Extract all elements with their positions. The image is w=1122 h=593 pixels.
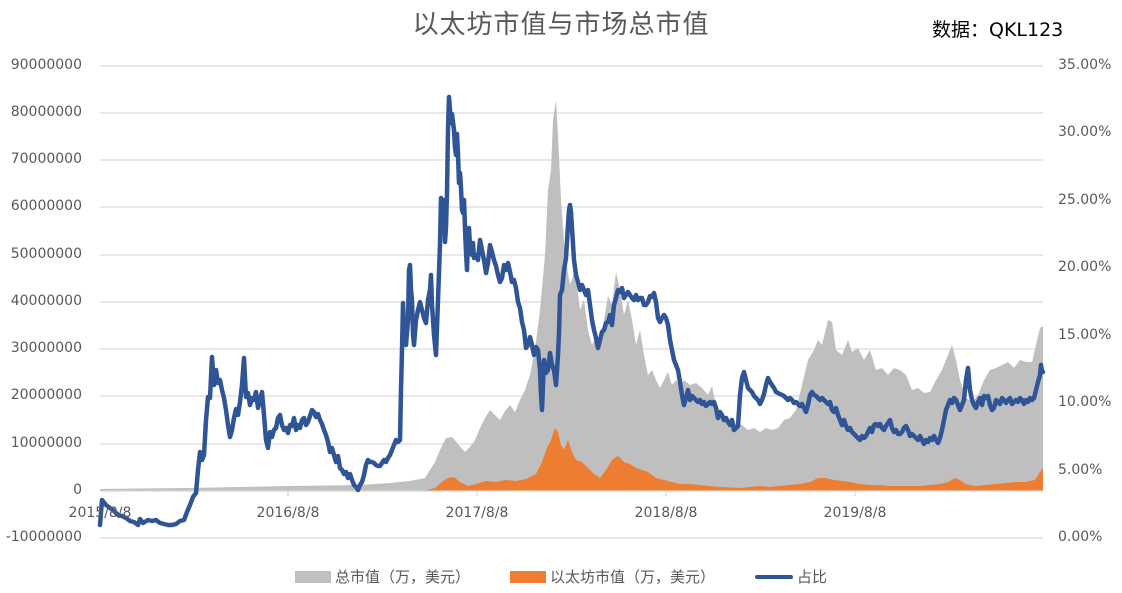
orange-swatch-icon	[509, 570, 546, 583]
left-axis-tick: 10000000	[10, 435, 82, 451]
x-axis-tick: 2016/8/8	[256, 505, 320, 521]
right-axis-tick: 15.00%	[1058, 327, 1112, 343]
x-axis-tick: 2017/8/8	[445, 505, 509, 521]
left-axis-tick: 80000000	[10, 104, 82, 120]
legend-label: 以太坊市值（万，美元）	[549, 568, 715, 586]
gray-swatch-icon	[294, 570, 331, 583]
legend-label: 占比	[797, 568, 828, 586]
total-market-cap-area	[100, 100, 1043, 491]
x-axis-tick: 2018/8/8	[634, 505, 698, 521]
blue-line-swatch-icon	[755, 574, 793, 579]
right-axis-tick: 30.00%	[1058, 124, 1112, 140]
left-axis-tick: 90000000	[10, 57, 82, 73]
right-axis-tick: 20.00%	[1058, 259, 1112, 275]
legend-item-total-market-cap[interactable]: 总市值（万，美元）	[294, 566, 470, 587]
left-axis-tick: -10000000	[5, 529, 82, 545]
left-axis-tick: 30000000	[10, 340, 82, 356]
eth-share-ratio-line	[97, 94, 1046, 528]
left-axis-tick: 70000000	[10, 151, 82, 167]
left-axis-tick: 60000000	[10, 198, 82, 214]
legend-label: 总市值（万，美元）	[334, 568, 470, 586]
right-axis-tick: 5.00%	[1058, 462, 1103, 478]
legend-item-eth-market-cap[interactable]: 以太坊市值（万，美元）	[509, 566, 715, 587]
right-axis-tick: 25.00%	[1058, 192, 1112, 208]
x-axis-ticks	[287, 491, 856, 496]
eth-market-cap-area	[410, 428, 1043, 491]
left-axis-tick: 50000000	[10, 246, 82, 262]
left-axis-tick: 20000000	[10, 387, 82, 403]
left-axis-tick: 40000000	[10, 293, 82, 309]
x-axis-tick: 2019/8/8	[823, 505, 887, 521]
right-axis-tick: 35.00%	[1058, 57, 1112, 73]
right-axis-tick: 0.00%	[1058, 529, 1103, 545]
right-axis-tick: 10.00%	[1058, 394, 1112, 410]
chart-legend: 总市值（万，美元） 以太坊市值（万，美元） 占比	[0, 566, 1122, 587]
x-axis-tick: 2015/8/8	[68, 505, 132, 521]
chart-title: 以太坊市值与市场总市值	[412, 10, 710, 40]
left-axis-tick: 0	[73, 482, 82, 498]
data-source-label: 数据：QKL123	[932, 19, 1064, 41]
legend-item-ratio[interactable]: 占比	[755, 566, 827, 587]
